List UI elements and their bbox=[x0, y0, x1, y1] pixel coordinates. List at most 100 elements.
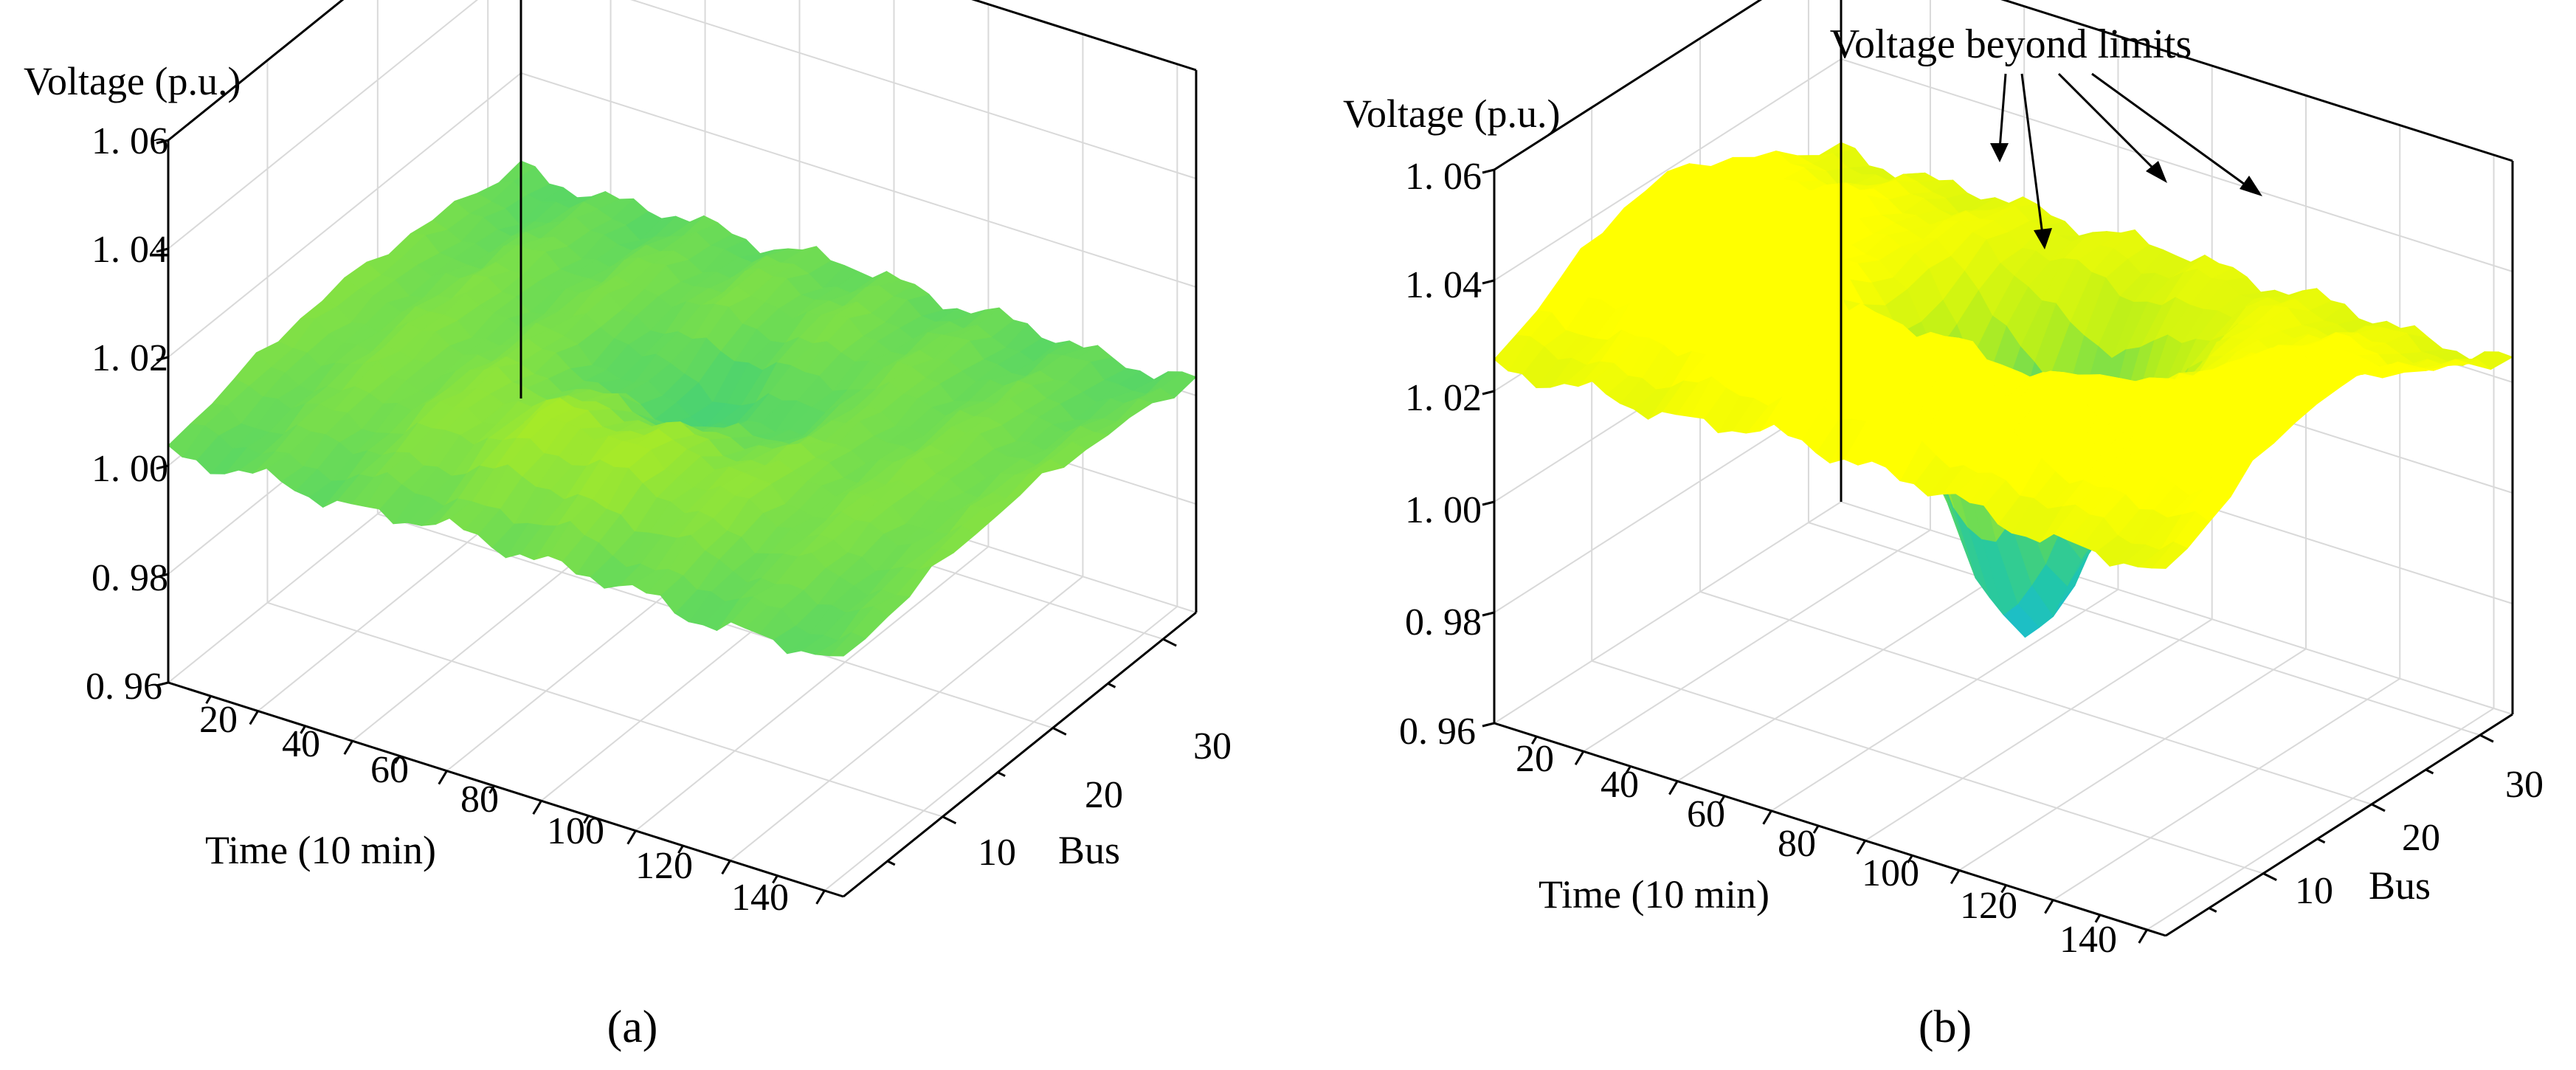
z-tick-mark bbox=[1482, 279, 1495, 285]
x-tick-label: 80 bbox=[1778, 823, 1816, 865]
z-tick-mark bbox=[156, 573, 169, 579]
gridline bbox=[2147, 708, 2495, 931]
x-tick-label: 120 bbox=[635, 845, 693, 887]
z-tick-mark bbox=[156, 464, 169, 470]
gridline bbox=[267, 601, 943, 818]
annotation-arrow-head bbox=[2240, 176, 2262, 196]
y-tick-label: 30 bbox=[2505, 764, 2544, 806]
z-tick-label: 0. 96 bbox=[86, 666, 162, 708]
gridline bbox=[1494, 501, 1842, 724]
axes-frame-a bbox=[167, 0, 1198, 898]
y-tick-mark bbox=[1107, 682, 1116, 688]
z-tick-label: 1. 02 bbox=[1405, 377, 1482, 419]
gridline bbox=[1677, 559, 2025, 782]
annotation-arrow bbox=[2091, 72, 2248, 187]
axis-line bbox=[168, 681, 844, 898]
x-tick-label: 100 bbox=[1862, 852, 1919, 894]
x-axis-label: Time (10 min) bbox=[1539, 872, 1769, 917]
x-tick-mark bbox=[1812, 825, 1820, 834]
x-tick-mark bbox=[677, 845, 684, 854]
z-tick-mark bbox=[1482, 611, 1495, 617]
y-tick-label: 10 bbox=[978, 832, 1016, 874]
y-tick-mark bbox=[887, 860, 896, 866]
x-tick-mark bbox=[1950, 869, 1961, 885]
z-tick-mark bbox=[156, 247, 169, 253]
x-tick-mark bbox=[1856, 840, 1867, 855]
x-tick-label: 60 bbox=[1687, 793, 1725, 835]
annotation-arrow bbox=[1998, 73, 2007, 150]
z-tick-label: 1. 06 bbox=[91, 120, 168, 162]
x-tick-mark bbox=[626, 829, 637, 845]
axis-line bbox=[168, 0, 345, 142]
x-tick-label: 140 bbox=[2059, 919, 2117, 961]
gridline bbox=[1583, 529, 1931, 753]
y-tick-mark bbox=[2262, 872, 2277, 881]
x-tick-mark bbox=[1530, 736, 1538, 745]
x-tick-mark bbox=[343, 740, 353, 755]
x-tick-mark bbox=[1668, 780, 1679, 795]
z-tick-label: 1. 02 bbox=[91, 337, 168, 379]
x-tick-mark bbox=[772, 874, 778, 884]
z-tick-mark bbox=[1482, 500, 1495, 506]
gridline bbox=[630, 0, 1197, 179]
z-tick-mark bbox=[156, 356, 169, 362]
x-tick-mark bbox=[394, 755, 401, 764]
annotation-arrow-head bbox=[2146, 161, 2167, 183]
gridline bbox=[729, 576, 1084, 862]
x-tick-mark bbox=[2094, 914, 2102, 923]
x-tick-mark bbox=[205, 695, 212, 705]
y-tick-mark bbox=[2425, 768, 2434, 775]
z-tick-label: 1. 06 bbox=[1405, 156, 1482, 198]
gridline bbox=[1840, 58, 2513, 272]
z-tick-label: 1. 00 bbox=[91, 448, 168, 490]
y-axis-label: Bus bbox=[1058, 828, 1120, 872]
panel-label: (b) bbox=[1919, 1002, 1972, 1052]
y-tick-label: 20 bbox=[1085, 774, 1123, 816]
gridline bbox=[823, 606, 1178, 891]
x-tick-mark bbox=[2044, 899, 2054, 914]
z-tick-label: 1. 04 bbox=[1405, 264, 1482, 306]
surface-b bbox=[1494, 142, 2513, 638]
x-tick-label: 100 bbox=[547, 810, 604, 852]
x-tick-label: 140 bbox=[731, 877, 789, 919]
x-tick-mark bbox=[1907, 855, 1913, 864]
gridline bbox=[1591, 660, 2264, 874]
x-tick-mark bbox=[488, 785, 495, 794]
x-tick-label: 40 bbox=[282, 723, 320, 765]
surface-patch bbox=[1494, 334, 1530, 372]
y-tick-label: 30 bbox=[1193, 725, 1232, 767]
z-tick-label: 1. 00 bbox=[1405, 489, 1482, 531]
x-tick-label: 20 bbox=[1516, 738, 1554, 780]
x-tick-mark bbox=[438, 770, 448, 785]
z-tick-label: 0. 98 bbox=[91, 557, 168, 599]
gridline bbox=[168, 0, 478, 249]
surface-patch bbox=[168, 424, 205, 458]
y-tick-mark bbox=[997, 771, 1006, 777]
chart-panel-a: 0. 96 0. 98 1. 00 1. 02 1. 04 1. 06 20 4… bbox=[24, 0, 1232, 1052]
z-tick-label: 0. 98 bbox=[1405, 601, 1482, 643]
gridline bbox=[1808, 522, 2481, 736]
gridline bbox=[1494, 0, 1762, 170]
annotation-label: Voltage beyond limits bbox=[1830, 21, 2192, 67]
y-tick-mark bbox=[1162, 638, 1177, 647]
annotation-arrow bbox=[2057, 72, 2156, 171]
annotation-arrow-head bbox=[2034, 228, 2052, 249]
x-tick-mark bbox=[721, 860, 731, 875]
y-tick-label: 10 bbox=[2295, 870, 2333, 912]
x-tick-mark bbox=[300, 725, 306, 734]
y-tick-mark bbox=[2479, 734, 2494, 743]
z-tick-labels-a: 0. 96 0. 98 1. 00 1. 02 1. 04 1. 06 bbox=[86, 120, 168, 708]
axis-line bbox=[2165, 713, 2513, 937]
y-axis-label: Bus bbox=[2369, 863, 2431, 908]
z-tick-label: 1. 04 bbox=[91, 229, 168, 271]
z-axis-label: Voltage (p.u.) bbox=[1343, 92, 1560, 136]
y-tick-mark bbox=[942, 815, 957, 825]
gridline bbox=[2052, 677, 2400, 901]
x-tick-mark bbox=[583, 815, 590, 824]
x-tick-mark bbox=[1625, 765, 1631, 775]
x-tick-labels-a: 20 40 60 80 100 120 140 bbox=[199, 699, 789, 919]
x-tick-mark bbox=[1762, 810, 1772, 825]
y-tick-mark bbox=[2209, 907, 2217, 913]
gridline bbox=[972, 0, 1197, 71]
x-tick-mark bbox=[1574, 750, 1585, 766]
